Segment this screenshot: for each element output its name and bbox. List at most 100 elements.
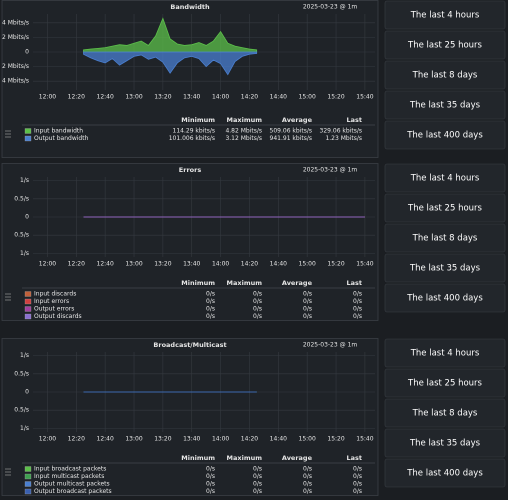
y-tick-label: 0	[25, 49, 29, 56]
legend-swatch	[24, 306, 32, 312]
y-tick-label: 1/s	[20, 177, 29, 184]
y-tick-label: 2 Mbits/s	[2, 34, 29, 41]
x-tick-label: 14:20	[241, 436, 258, 443]
legend-column-header: Maximum	[227, 116, 263, 124]
time-range-button[interactable]	[384, 223, 506, 253]
graph-title: Errors	[179, 166, 202, 174]
time-range-label[interactable]: The last 25 hours	[407, 204, 483, 214]
panel-frame	[1, 338, 379, 496]
time-range-button[interactable]	[384, 253, 506, 283]
legend-stat: 0/s	[206, 291, 215, 298]
graph-timestamp: 2025-03-23 @ 1m	[303, 342, 358, 349]
time-range-label[interactable]: The last 4 hours	[410, 11, 480, 21]
time-range-button[interactable]	[384, 428, 506, 458]
legend-swatch	[24, 488, 32, 495]
time-range-label[interactable]: The last 25 hours	[407, 379, 483, 389]
graph-timestamp: 2025-03-23 @ 1m	[303, 167, 358, 174]
y-tick-label: 4 Mbits/s	[2, 19, 29, 26]
legend-stat: 0/s	[303, 481, 312, 488]
time-range-label[interactable]: The last 8 days	[412, 409, 478, 419]
x-tick-label: 13:40	[183, 261, 200, 268]
time-range-button[interactable]	[384, 458, 506, 488]
x-tick-label: 12:00	[39, 261, 56, 268]
y-tick-label: 1/s	[20, 352, 29, 359]
time-range-label[interactable]: The last 35 days	[409, 264, 481, 274]
time-range-label[interactable]: The last 400 days	[406, 469, 483, 479]
time-range-label[interactable]: The last 35 days	[409, 101, 481, 111]
legend-stat: 0/s	[253, 313, 262, 320]
time-range-button[interactable]	[384, 338, 506, 368]
legend-stat: 0/s	[206, 473, 215, 480]
time-range-button[interactable]	[384, 163, 506, 193]
legend-stat: 0/s	[206, 313, 215, 320]
time-range-button[interactable]	[384, 90, 506, 120]
legend-stat: 0/s	[353, 473, 362, 480]
legend-stat: 114.29 kbits/s	[173, 128, 215, 135]
legend-stat: 0/s	[253, 481, 262, 488]
legend-stat: 509.06 kbits/s	[270, 128, 312, 135]
x-tick-label: 12:40	[97, 436, 114, 443]
legend-swatch	[24, 473, 32, 480]
legend-stat: 0/s	[353, 488, 362, 495]
legend-column-header: Last	[346, 116, 362, 124]
legend-stat: 0/s	[253, 466, 262, 473]
x-tick-label: 15:40	[356, 436, 373, 443]
time-range-label[interactable]: The last 8 days	[412, 234, 478, 244]
x-tick-label: 15:00	[299, 94, 316, 101]
legend-name: Input discards	[34, 291, 76, 298]
time-range-label[interactable]: The last 35 days	[409, 439, 481, 449]
legend-column-header: Maximum	[227, 279, 263, 287]
x-tick-label: 15:20	[327, 94, 344, 101]
x-tick-label: 13:40	[183, 94, 200, 101]
x-tick-label: 12:20	[68, 94, 85, 101]
x-tick-label: 13:00	[125, 261, 142, 268]
legend-column-header: Minimum	[181, 116, 215, 124]
x-tick-label: 14:00	[212, 436, 229, 443]
time-range-button[interactable]	[384, 30, 506, 60]
legend-column-header: Average	[282, 454, 313, 462]
legend-name: Input errors	[34, 298, 69, 305]
legend-column-header: Average	[282, 116, 313, 124]
y-tick-label: 0.5/s	[14, 370, 29, 377]
time-range-label[interactable]: The last 400 days	[406, 131, 483, 141]
legend-swatch	[24, 313, 32, 320]
legend-stat: 101.006 kbits/s	[169, 135, 215, 142]
y-tick-label: 1/s	[20, 250, 29, 257]
legend-stat: 0/s	[303, 473, 312, 480]
legend-stat: 0/s	[206, 488, 215, 495]
time-range-label[interactable]: The last 4 hours	[410, 174, 480, 184]
x-tick-label: 14:00	[212, 261, 229, 268]
x-tick-label: 13:00	[125, 436, 142, 443]
legend-stat: 0/s	[253, 488, 262, 495]
time-range-label[interactable]: The last 4 hours	[410, 349, 480, 359]
time-range-button[interactable]	[384, 120, 506, 150]
y-tick-label: 4 Mbits/s	[2, 78, 29, 85]
time-range-button[interactable]	[384, 398, 506, 428]
legend-swatch	[24, 466, 32, 472]
x-tick-label: 14:40	[270, 261, 287, 268]
legend-swatch	[24, 298, 32, 305]
legend-stat: 0/s	[303, 306, 312, 313]
time-range-button[interactable]	[384, 283, 506, 313]
legend-name: Input bandwidth	[34, 128, 83, 135]
time-range-label[interactable]: The last 25 hours	[407, 41, 483, 51]
legend-name: Output broadcast packets	[34, 488, 112, 495]
x-tick-label: 15:00	[299, 261, 316, 268]
time-range-button[interactable]	[384, 193, 506, 223]
legend-name: Output errors	[34, 306, 74, 313]
time-range-button[interactable]	[384, 0, 506, 30]
x-tick-label: 12:20	[68, 436, 85, 443]
legend-stat: 0/s	[353, 481, 362, 488]
time-range-button[interactable]	[384, 368, 506, 398]
time-range-label[interactable]: The last 400 days	[406, 294, 483, 304]
time-range-label[interactable]: The last 8 days	[412, 71, 478, 81]
x-tick-label: 14:40	[270, 436, 287, 443]
legend-column-header: Last	[346, 454, 362, 462]
legend-stat: 0/s	[303, 291, 312, 298]
legend-name: Input broadcast packets	[34, 466, 106, 473]
x-tick-label: 14:00	[212, 94, 229, 101]
x-tick-label: 14:40	[270, 94, 287, 101]
time-range-button[interactable]	[384, 60, 506, 90]
